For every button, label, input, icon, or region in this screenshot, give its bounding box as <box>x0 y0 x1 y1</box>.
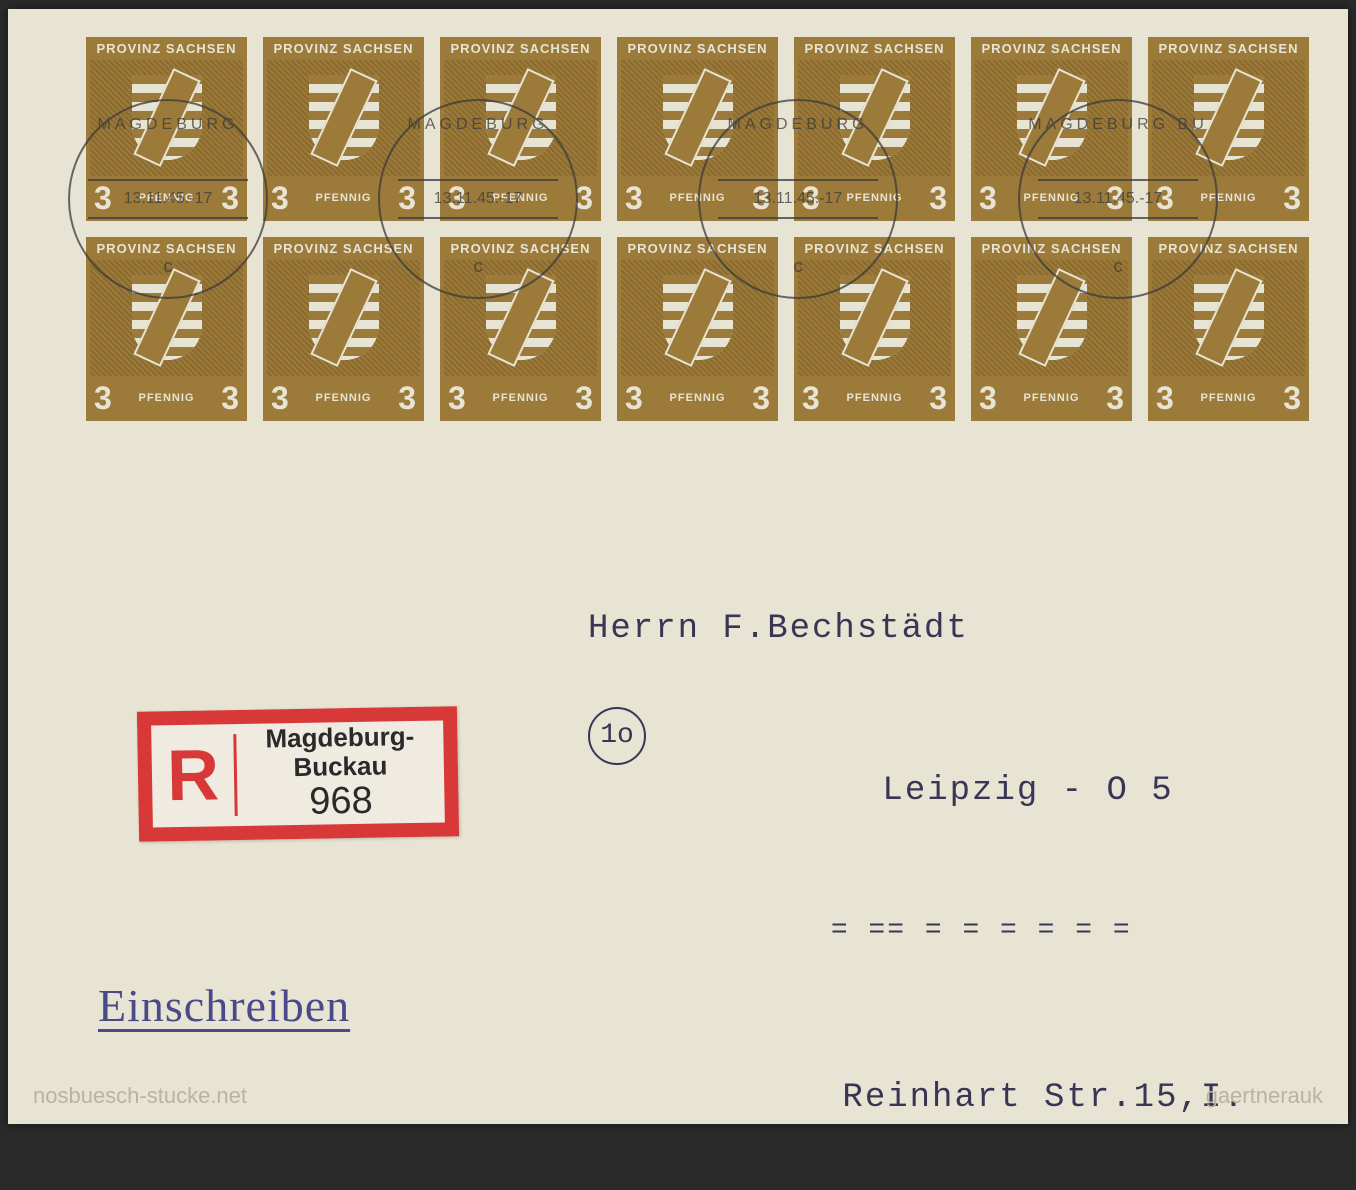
postage-stamp: PROVINZ SACHSEN 3 PFENNIG 3 <box>786 229 963 429</box>
postage-stamp: PROVINZ SACHSEN 3 PFENNIG 3 <box>609 29 786 229</box>
address-block: Herrn F.Bechstädt Leipzig - O 5 = == = =… <box>588 599 1246 1190</box>
watermark-left: nosbuesch-stucke.net <box>33 1083 247 1109</box>
postage-stamp: PROVINZ SACHSEN 3 PFENNIG 3 <box>432 29 609 229</box>
registration-number: 968 <box>237 778 445 825</box>
street-line: Reinhart Str.15,I. <box>588 1006 1246 1190</box>
registration-label: R Magdeburg- Buckau 968 <box>137 706 459 842</box>
postage-stamp: PROVINZ SACHSEN 3 PFENNIG 3 <box>963 29 1140 229</box>
postage-stamp: PROVINZ SACHSEN 3 PFENNIG 3 <box>255 29 432 229</box>
city-underline: = == = = = = = = <box>588 855 1246 1006</box>
postage-stamp: PROVINZ SACHSEN 3 PFENNIG 3 <box>432 229 609 429</box>
einschreiben-stamp: Einschreiben <box>98 979 350 1032</box>
registration-letter: R <box>151 734 237 817</box>
watermark-right: gaertnerauk <box>1206 1083 1323 1109</box>
postal-zone: 1o <box>600 720 634 751</box>
postage-stamp: PROVINZ SACHSEN 3 PFENNIG 3 <box>78 29 255 229</box>
postage-stamp: PROVINZ SACHSEN 3 PFENNIG 3 <box>609 229 786 429</box>
registration-city: Magdeburg- Buckau <box>236 721 444 782</box>
recipient-name: Herrn F.Bechstädt <box>588 599 1246 660</box>
registration-info: Magdeburg- Buckau 968 <box>236 721 445 825</box>
envelope: PROVINZ SACHSEN 3 PFENNIG 3 PROVINZ SACH… <box>8 9 1348 1124</box>
postage-stamp: PROVINZ SACHSEN 3 PFENNIG 3 <box>78 229 255 429</box>
postal-zone-circle: 1o <box>588 707 646 765</box>
postage-stamp: PROVINZ SACHSEN 3 PFENNIG 3 <box>1140 229 1317 429</box>
stamp-row-1: PROVINZ SACHSEN 3 PFENNIG 3 PROVINZ SACH… <box>78 29 1318 229</box>
postage-stamp: PROVINZ SACHSEN 3 PFENNIG 3 <box>1140 29 1317 229</box>
stamps-block: PROVINZ SACHSEN 3 PFENNIG 3 PROVINZ SACH… <box>78 29 1318 429</box>
stamp-row-2: PROVINZ SACHSEN 3 PFENNIG 3 PROVINZ SACH… <box>78 229 1318 429</box>
postage-stamp: PROVINZ SACHSEN 3 PFENNIG 3 <box>255 229 432 429</box>
postage-stamp: PROVINZ SACHSEN 3 PFENNIG 3 <box>786 29 963 229</box>
postage-stamp: PROVINZ SACHSEN 3 PFENNIG 3 <box>963 229 1140 429</box>
